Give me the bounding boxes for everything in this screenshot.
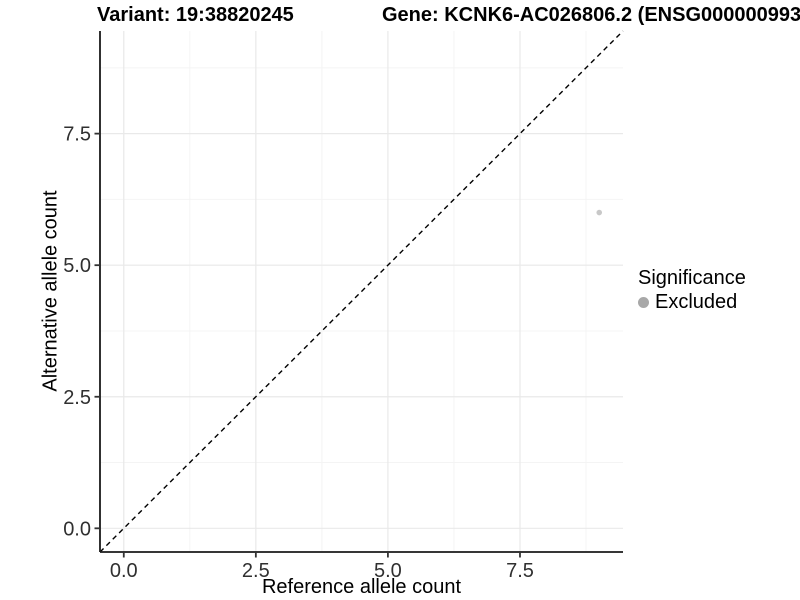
legend-point-icon <box>638 296 649 308</box>
x-tick-label: 5.0 <box>374 560 402 582</box>
x-tick-label: 2.5 <box>242 560 270 582</box>
identity-reference-line <box>99 30 624 553</box>
x-tick-label: 7.5 <box>506 560 534 582</box>
y-axis-title: Alternative allele count <box>39 190 62 392</box>
plot-title-variant: Variant: 19:38820245 <box>97 4 294 26</box>
legend: Significance Excluded <box>638 266 746 314</box>
data-point <box>596 209 603 216</box>
y-tick-label: 7.5 <box>63 124 91 146</box>
plot-title-gene: Gene: KCNK6-AC026806.2 (ENSG000000993 <box>382 4 800 26</box>
y-tick-label: 2.5 <box>63 387 91 409</box>
y-tick-label: 0.0 <box>63 518 91 540</box>
x-axis-title: Reference allele count <box>261 576 461 598</box>
legend-item-excluded: Excluded <box>638 290 746 314</box>
y-tick-label: 5.0 <box>63 255 91 277</box>
x-tick-label: 0.0 <box>110 560 138 582</box>
legend-item-label: Excluded <box>655 291 738 313</box>
legend-title: Significance <box>638 267 746 289</box>
